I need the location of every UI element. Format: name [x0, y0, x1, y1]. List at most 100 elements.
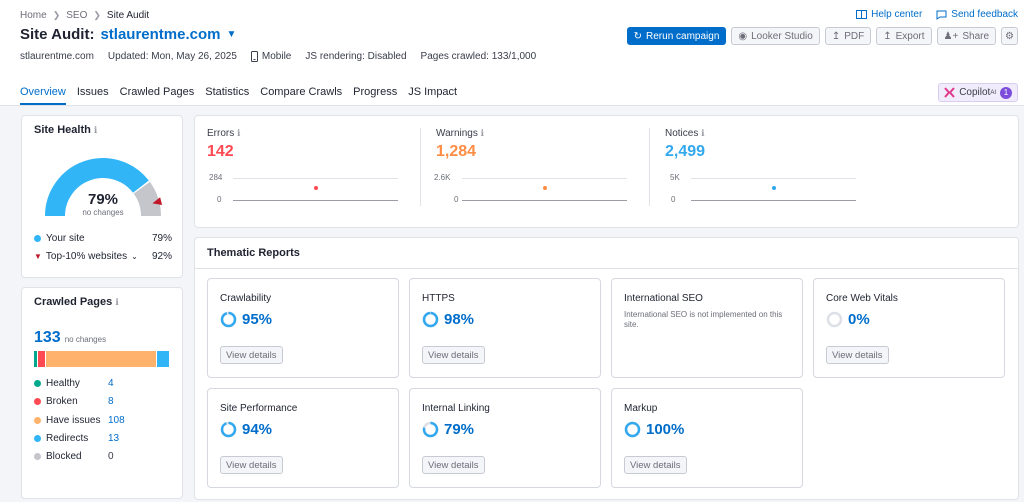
breadcrumb-home[interactable]: Home — [20, 10, 47, 21]
crawled-bar-segment-healthy[interactable] — [34, 351, 39, 367]
tab-issues[interactable]: Issues — [76, 86, 109, 98]
help-center-link[interactable]: Help center — [856, 9, 922, 20]
view-details-button[interactable]: View details — [826, 346, 889, 364]
rerun-campaign-button[interactable]: ↻ Rerun campaign — [626, 27, 727, 45]
meta-updated: Updated: Mon, May 26, 2025 — [107, 51, 237, 62]
status-dot — [34, 434, 41, 442]
report-core-web-vitals: Core Web Vitals 0% View details — [813, 278, 1005, 378]
report-name[interactable]: Internal Linking — [422, 403, 490, 414]
crawled-row-value[interactable]: 4 — [108, 378, 114, 389]
report-score[interactable]: 98% — [422, 311, 474, 328]
send-feedback-link[interactable]: Send feedback — [936, 9, 1018, 20]
copilot-button[interactable]: Copilot AI 1 — [938, 83, 1018, 102]
crawled-row-value[interactable]: 108 — [108, 414, 125, 426]
metric-value[interactable]: 2,499 — [665, 143, 706, 160]
view-details-button[interactable]: View details — [422, 456, 485, 474]
metric-value[interactable]: 1,284 — [436, 143, 477, 160]
book-icon — [856, 9, 868, 19]
crawled-row-blocked: Blocked 0 — [34, 451, 114, 462]
your-site-value: 79% — [151, 233, 172, 244]
comment-icon — [936, 10, 947, 20]
tab-overview[interactable]: Overview — [20, 86, 66, 105]
meta-device-label: Mobile — [261, 51, 292, 62]
report-name[interactable]: Markup — [624, 403, 658, 414]
report-name[interactable]: Core Web Vitals — [826, 293, 898, 304]
metric-value[interactable]: 142 — [207, 143, 234, 160]
report-percent: 98% — [444, 311, 475, 328]
crawled-row-value[interactable]: 8 — [108, 396, 114, 408]
gauge-track — [133, 181, 161, 217]
tab-progress[interactable]: Progress — [353, 86, 398, 98]
report-score[interactable]: 94% — [220, 421, 272, 438]
crawled-change: no changes — [64, 335, 107, 344]
chart-point[interactable] — [314, 186, 318, 190]
crawled-pages-title-text: Crawled Pages — [34, 296, 113, 308]
info-icon[interactable]: ℹ — [93, 125, 98, 135]
metric-label: Warnings ℹ — [436, 128, 636, 139]
report-internal-linking: Internal Linking 79% View details — [409, 388, 601, 488]
crawled-bar-segment-redirects[interactable] — [156, 351, 170, 367]
chart-point[interactable] — [772, 186, 776, 190]
share-button[interactable]: ♟+ Share — [936, 27, 997, 45]
report-score[interactable]: 79% — [422, 421, 474, 438]
project-domain-selector[interactable]: stlaurentme.com — [100, 26, 221, 43]
issues-summary-card: Errors ℹ 142 284 0 Warnings ℹ 1,284 2.6K… — [194, 115, 1019, 228]
progress-ring-icon — [826, 311, 843, 328]
header-actions: ↻ Rerun campaign ◉ Looker Studio ↥ PDF ↥… — [626, 27, 1018, 45]
report-name[interactable]: HTTPS — [422, 293, 455, 304]
report-name[interactable]: Site Performance — [220, 403, 298, 414]
crawled-bar-segment-have-issues[interactable] — [46, 351, 157, 367]
info-icon[interactable]: ℹ — [701, 128, 705, 138]
tab-crawled-pages[interactable]: Crawled Pages — [119, 86, 195, 98]
info-icon[interactable]: ℹ — [115, 297, 119, 307]
pdf-label: PDF — [844, 30, 865, 42]
metric-warnings: Warnings ℹ 1,284 2.6K 0 — [434, 128, 636, 220]
chevron-right-icon: ❯ — [52, 10, 61, 20]
info-icon[interactable]: ℹ — [480, 128, 485, 138]
crawled-row-label: Broken — [46, 396, 78, 408]
pdf-button[interactable]: ↥ PDF — [824, 27, 872, 45]
site-health-gauge — [45, 158, 163, 217]
report-score[interactable]: 100% — [624, 421, 684, 438]
crawled-total[interactable]: 133 — [34, 329, 61, 346]
report-percent: 0% — [848, 311, 870, 328]
progress-ring-icon — [220, 421, 237, 438]
mobile-icon — [250, 51, 258, 62]
view-details-button[interactable]: View details — [220, 346, 283, 364]
chevron-down-icon[interactable]: ⌄ — [131, 252, 138, 261]
report-name[interactable]: International SEO — [624, 293, 703, 304]
breadcrumb: Home ❯ SEO ❯ Site Audit — [20, 10, 149, 21]
export-button[interactable]: ↥ Export — [876, 27, 932, 45]
report-https: HTTPS 98% View details — [409, 278, 601, 378]
settings-button[interactable]: ⚙ — [1001, 27, 1018, 45]
crawled-row-value[interactable]: 13 — [108, 432, 120, 444]
crawled-bar-segment-broken[interactable] — [38, 351, 47, 367]
gauge-center-text: 79% no changes — [22, 191, 184, 217]
meta-domain: stlaurentme.com — [20, 51, 94, 62]
chevron-down-icon[interactable]: ▼ — [226, 29, 237, 40]
view-details-button[interactable]: View details — [422, 346, 485, 364]
report-score[interactable]: 95% — [220, 311, 272, 328]
tab-js-impact[interactable]: JS Impact — [408, 86, 458, 98]
chart-gridline — [462, 178, 627, 179]
progress-ring-icon — [422, 421, 439, 438]
looker-studio-button[interactable]: ◉ Looker Studio — [731, 27, 820, 45]
crawled-pages-title: Crawled Pages ℹ — [34, 296, 119, 308]
view-details-button[interactable]: View details — [624, 456, 687, 474]
info-icon[interactable]: ℹ — [237, 128, 241, 138]
report-name[interactable]: Crawlability — [220, 293, 272, 304]
triangle-down-icon: ▼ — [34, 252, 42, 261]
view-details-button[interactable]: View details — [220, 456, 283, 474]
top-websites-value: 92% — [151, 251, 172, 262]
breadcrumb-seo[interactable]: SEO — [66, 10, 88, 21]
report-markup: Markup 100% View details — [611, 388, 803, 488]
report-percent: 94% — [242, 421, 273, 438]
crawled-pages-bar — [34, 351, 170, 367]
tab-compare-crawls[interactable]: Compare Crawls — [260, 86, 343, 98]
report-score[interactable]: 0% — [826, 311, 870, 328]
chart-point[interactable] — [543, 186, 547, 190]
copilot-ai-sup: AI — [990, 89, 996, 96]
thematic-reports-title: Thematic Reports — [207, 247, 300, 259]
tab-statistics[interactable]: Statistics — [205, 86, 250, 98]
top-websites-row[interactable]: ▼ Top-10% websites ⌄ 92% — [34, 251, 172, 262]
